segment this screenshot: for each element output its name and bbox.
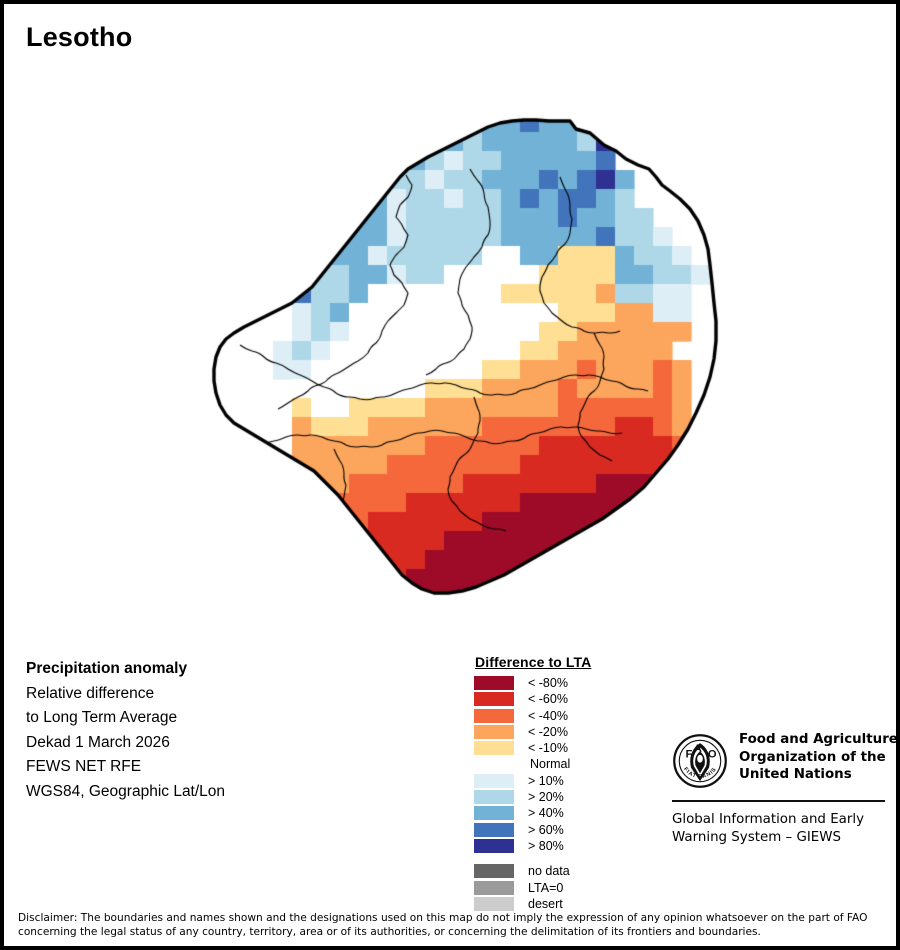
caption-line-1: Relative difference	[26, 684, 155, 702]
legend-entry-label-8: > 40%	[528, 806, 564, 821]
legend-entry-4: < -10%	[474, 740, 644, 756]
svg-text:O: O	[708, 749, 717, 761]
fao-header: F A O FIAT PANIS Food and Agriculture Or…	[672, 731, 898, 789]
legend-entry-label-3: < -20%	[528, 724, 568, 739]
legend-extra-label-0: no data	[528, 864, 570, 879]
legend-extra-1: LTA=0	[474, 880, 644, 896]
legend-extra-swatch-1	[474, 880, 514, 895]
legend-entry-swatch-4	[474, 741, 514, 756]
legend-entry-swatch-1	[474, 692, 514, 707]
legend-extra-swatch-2	[474, 896, 514, 911]
legend-entry-swatch-0	[474, 676, 514, 690]
legend-entry-8: > 40%	[474, 805, 644, 821]
legend-entry-label-10: > 80%	[528, 838, 564, 853]
legend-entry-9: > 60%	[474, 822, 644, 838]
fao-branding: F A O FIAT PANIS Food and Agriculture Or…	[672, 731, 898, 847]
disclaimer-line-0: Disclaimer: The boundaries and names sho…	[18, 912, 868, 924]
legend-extra-label-1: LTA=0	[528, 880, 564, 895]
legend-title: Difference to LTA	[475, 654, 592, 670]
legend-spacer	[474, 854, 644, 863]
legend-entry-label-4: < -10%	[528, 741, 568, 756]
caption-line-0: Precipitation anomaly	[26, 660, 188, 677]
legend-entry-label-2: < -40%	[528, 708, 568, 723]
legend-entry-label-6: > 10%	[528, 773, 564, 788]
legend-entry-label-5: Normal	[530, 757, 571, 772]
legend-extra-0: no data	[474, 863, 644, 879]
legend-entry-swatch-8	[474, 806, 514, 821]
map-caption: Precipitation anomaly Relative differenc…	[26, 657, 326, 804]
legend-entry-swatch-6	[474, 773, 514, 788]
fao-name-line-1: Organization of the	[739, 749, 886, 765]
legend-entry-7: > 20%	[474, 789, 644, 805]
legend-entry-6: > 10%	[474, 773, 644, 789]
legend-entry-label-0: < -80%	[528, 676, 568, 690]
caption-line-3: Dekad 1 March 2026	[26, 733, 170, 751]
legend-entry-swatch-7	[474, 790, 514, 805]
svg-text:F: F	[685, 749, 692, 761]
legend-extra-swatch-0	[474, 864, 514, 879]
legend-entry-1: < -60%	[474, 691, 644, 707]
legend-entry-label-7: > 20%	[528, 790, 564, 805]
fao-name: Food and Agriculture Organization of the…	[739, 731, 898, 784]
map-panel[interactable]	[4, 59, 896, 639]
page-title: Lesotho	[26, 22, 133, 52]
disclaimer: Disclaimer: The boundaries and names sho…	[18, 912, 888, 939]
giews-label: Global Information and Early Warning Sys…	[672, 811, 887, 847]
legend-entry-5: Normal	[474, 756, 644, 772]
giews-line-0: Global Information and Early	[672, 812, 865, 827]
legend: Difference to LTA < -80% < -60% < -40% < -2…	[474, 654, 644, 912]
legend-entry-10: > 80%	[474, 838, 644, 854]
caption-line-2: to Long Term Average	[26, 709, 178, 726]
legend-extra-label-2: desert	[528, 896, 563, 911]
legend-entry-3: < -20%	[474, 724, 644, 740]
legend-entry-swatch-10	[474, 838, 514, 853]
legend-entry-0: < -80%	[474, 675, 644, 691]
caption-line-5: WGS84, Geographic Lat/Lon	[26, 782, 226, 800]
fao-logo-icon: F A O FIAT PANIS	[673, 734, 727, 788]
fao-name-line-2: United Nations	[739, 767, 852, 782]
giews-line-1: Warning System – GIEWS	[672, 830, 841, 845]
legend-extra-2: desert	[474, 896, 644, 912]
legend-entry-2: < -40%	[474, 708, 644, 724]
svg-text:A: A	[694, 743, 702, 755]
legend-entry-label-1: < -60%	[528, 692, 568, 707]
legend-entry-label-9: > 60%	[528, 822, 564, 837]
legend-rows: < -80% < -60% < -40% < -20% < -10% Normal > 10…	[474, 675, 644, 854]
caption-line-4: FEWS NET RFE	[26, 758, 142, 775]
legend-entry-swatch-2	[474, 708, 514, 723]
fao-divider	[672, 800, 885, 802]
disclaimer-line-1: concerning the legal status of any count…	[18, 925, 761, 938]
legend-entry-swatch-9	[474, 822, 514, 837]
precipitation-anomaly-map[interactable]	[4, 59, 896, 639]
legend-extra-rows: no data LTA=0 desert	[474, 863, 644, 912]
legend-entry-swatch-3	[474, 724, 514, 739]
fao-name-line-0: Food and Agriculture	[739, 732, 898, 747]
